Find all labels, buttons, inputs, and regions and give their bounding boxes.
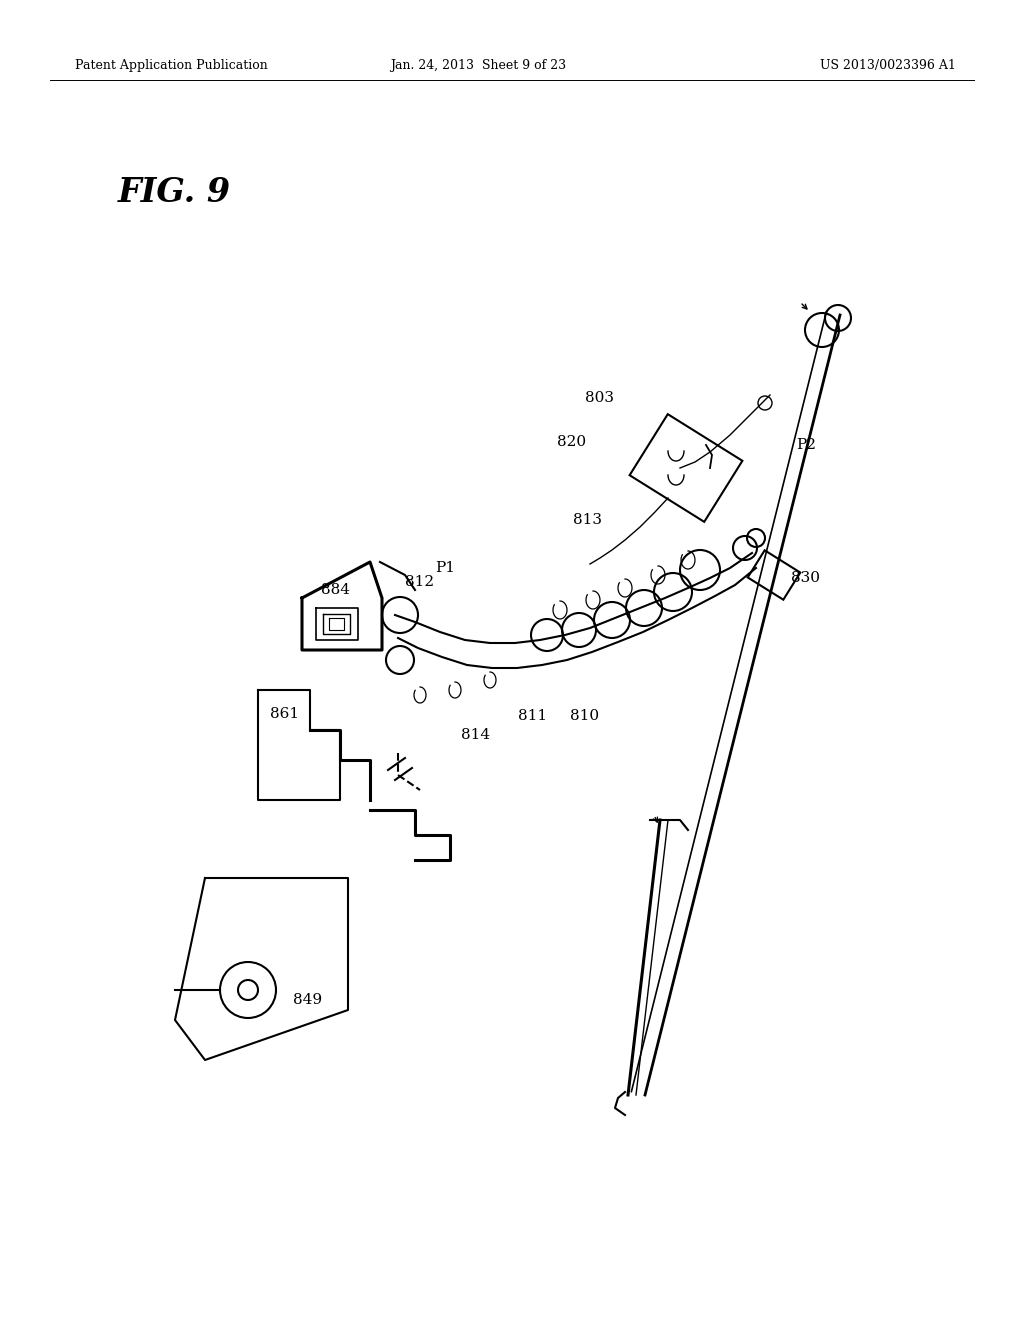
Text: 830: 830: [791, 572, 819, 585]
Text: 813: 813: [573, 513, 602, 527]
Text: FIG. 9: FIG. 9: [118, 176, 231, 209]
Text: P2: P2: [796, 438, 816, 451]
Text: 803: 803: [586, 391, 614, 405]
Text: P1: P1: [435, 561, 455, 576]
Text: 811: 811: [518, 709, 548, 723]
Text: 810: 810: [570, 709, 600, 723]
Text: Jan. 24, 2013  Sheet 9 of 23: Jan. 24, 2013 Sheet 9 of 23: [390, 58, 566, 71]
Text: 849: 849: [294, 993, 323, 1007]
Text: US 2013/0023396 A1: US 2013/0023396 A1: [820, 58, 955, 71]
Text: 814: 814: [462, 729, 490, 742]
Text: 820: 820: [557, 436, 587, 449]
Text: 884: 884: [321, 583, 349, 597]
Text: 812: 812: [406, 576, 434, 589]
Text: Patent Application Publication: Patent Application Publication: [75, 58, 267, 71]
Polygon shape: [175, 878, 348, 1060]
Text: 861: 861: [270, 708, 300, 721]
